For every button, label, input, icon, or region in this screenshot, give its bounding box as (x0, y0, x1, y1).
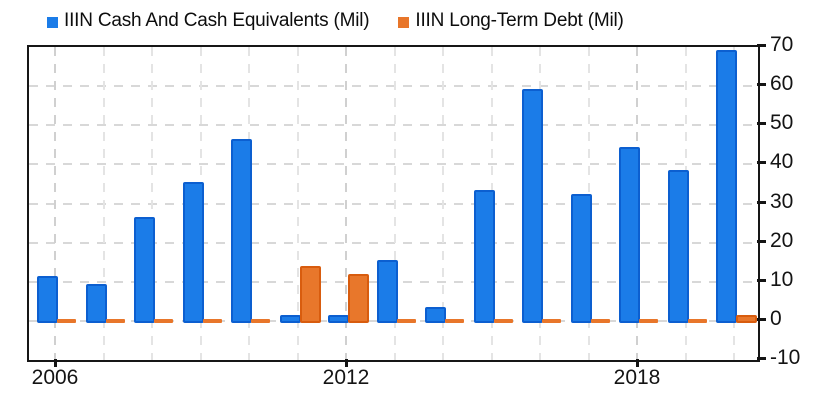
y-axis-tick-20 (757, 239, 766, 243)
y-axis-tick-30 (757, 200, 766, 204)
x-axis-tick-2018 (636, 359, 639, 367)
bar-cash-2016[interactable] (522, 89, 543, 323)
gridline-v-2007 (102, 47, 105, 360)
bar-cash-2018[interactable] (619, 146, 640, 323)
y-axis-label-40: 40 (770, 150, 794, 174)
bar-debt-2010[interactable] (251, 318, 270, 323)
y-axis-label-60: 60 (770, 72, 794, 96)
bar-cash-2012[interactable] (328, 314, 349, 323)
bar-debt-2017[interactable] (590, 318, 610, 323)
bar-cash-2009[interactable] (182, 181, 204, 323)
legend-label-debt: IIIN Long-Term Debt (Mil) (415, 10, 624, 31)
debt-series-swatch-icon (398, 16, 410, 28)
x-axis-label-2012: 2012 (322, 366, 370, 389)
x-axis-label-2006: 2006 (31, 366, 79, 389)
cash-series-swatch-icon (47, 16, 58, 28)
bar-debt-2013[interactable] (396, 318, 416, 323)
bar-debt-2012[interactable] (348, 273, 369, 323)
bar-cash-2007[interactable] (85, 283, 107, 323)
bar-debt-2008[interactable] (154, 318, 173, 323)
bar-debt-2018[interactable] (639, 318, 658, 323)
y-axis-label--10: -10 (770, 346, 801, 369)
y-axis-tick-40 (757, 161, 766, 165)
bar-cash-2011[interactable] (279, 314, 301, 323)
plot-area[interactable] (27, 45, 760, 362)
bar-debt-2007[interactable] (105, 318, 125, 323)
y-axis-label-20: 20 (770, 228, 794, 252)
gridline-v-2014 (442, 47, 444, 360)
bar-cash-2015[interactable] (473, 189, 495, 323)
bar-debt-2014[interactable] (445, 318, 464, 323)
bar-cash-2010[interactable] (231, 138, 252, 323)
bar-debt-2011[interactable] (299, 266, 321, 323)
legend-item-cash[interactable]: IIIN Cash And Cash Equivalents (Mil) (47, 10, 370, 32)
x-axis-label-2018: 2018 (613, 366, 661, 389)
bar-debt-2006[interactable] (57, 318, 76, 323)
gridline-v-2006 (54, 47, 56, 360)
legend-label-cash: IIIN Cash And Cash Equivalents (Mil) (64, 10, 370, 31)
bar-cash-2014[interactable] (425, 307, 446, 323)
y-axis-tick-60 (757, 83, 766, 87)
bar-cash-2017[interactable] (570, 193, 592, 323)
bar-cash-2008[interactable] (134, 217, 155, 323)
bar-debt-2019[interactable] (687, 318, 707, 323)
x-axis-tick-2012 (345, 359, 348, 367)
bar-cash-2019[interactable] (667, 170, 689, 323)
gridline-v-2012 (345, 47, 347, 360)
legend-item-debt[interactable]: IIIN Long-Term Debt (Mil) (398, 10, 624, 32)
y-axis-label-30: 30 (770, 189, 794, 213)
y-axis-tick-50 (757, 122, 766, 126)
bar-cash-2006[interactable] (37, 275, 58, 323)
bar-debt-2015[interactable] (493, 318, 513, 323)
y-axis-label-70: 70 (770, 33, 794, 56)
y-axis-tick-70 (757, 44, 766, 47)
bar-debt-2016[interactable] (542, 318, 561, 323)
legend: IIIN Cash And Cash Equivalents (Mil) III… (47, 10, 624, 32)
bar-debt-2009[interactable] (202, 318, 222, 323)
gridline-v-2008 (151, 47, 153, 360)
gridline-v-2013 (393, 47, 396, 360)
y-axis-label-0: 0 (770, 306, 782, 330)
bar-debt-2020[interactable] (736, 314, 757, 323)
y-axis-label-50: 50 (770, 111, 794, 135)
y-axis-label-10: 10 (770, 267, 794, 291)
y-axis-tick-0 (757, 317, 766, 321)
y-axis-tick-10 (757, 278, 766, 282)
y-axis-tick--10 (757, 357, 766, 360)
gridline-v-2011 (296, 47, 299, 360)
x-axis-tick-2006 (54, 359, 57, 367)
bar-cash-2013[interactable] (376, 260, 398, 323)
bar-cash-2020[interactable] (716, 50, 737, 323)
